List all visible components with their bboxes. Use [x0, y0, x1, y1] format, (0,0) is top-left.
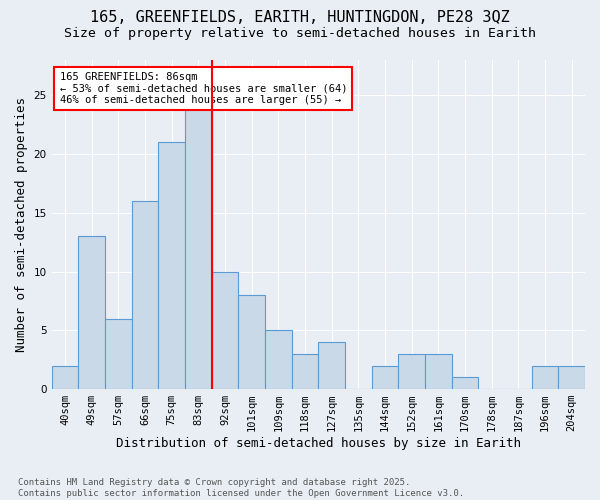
Y-axis label: Number of semi-detached properties: Number of semi-detached properties — [15, 97, 28, 352]
Text: Contains HM Land Registry data © Crown copyright and database right 2025.
Contai: Contains HM Land Registry data © Crown c… — [18, 478, 464, 498]
Bar — [319, 342, 345, 389]
Bar — [371, 366, 398, 389]
Bar — [398, 354, 425, 389]
Bar — [212, 272, 238, 389]
Text: Size of property relative to semi-detached houses in Earith: Size of property relative to semi-detach… — [64, 28, 536, 40]
Text: 165, GREENFIELDS, EARITH, HUNTINGDON, PE28 3QZ: 165, GREENFIELDS, EARITH, HUNTINGDON, PE… — [90, 10, 510, 25]
Bar — [52, 366, 79, 389]
Bar — [452, 378, 478, 389]
Bar — [559, 366, 585, 389]
Bar — [238, 295, 265, 389]
X-axis label: Distribution of semi-detached houses by size in Earith: Distribution of semi-detached houses by … — [116, 437, 521, 450]
Bar — [131, 201, 158, 389]
Bar — [185, 96, 212, 389]
Bar — [265, 330, 292, 389]
Bar — [158, 142, 185, 389]
Bar — [79, 236, 105, 389]
Bar — [105, 318, 131, 389]
Bar — [425, 354, 452, 389]
Text: 165 GREENFIELDS: 86sqm
← 53% of semi-detached houses are smaller (64)
46% of sem: 165 GREENFIELDS: 86sqm ← 53% of semi-det… — [59, 72, 347, 105]
Bar — [292, 354, 319, 389]
Bar — [532, 366, 559, 389]
